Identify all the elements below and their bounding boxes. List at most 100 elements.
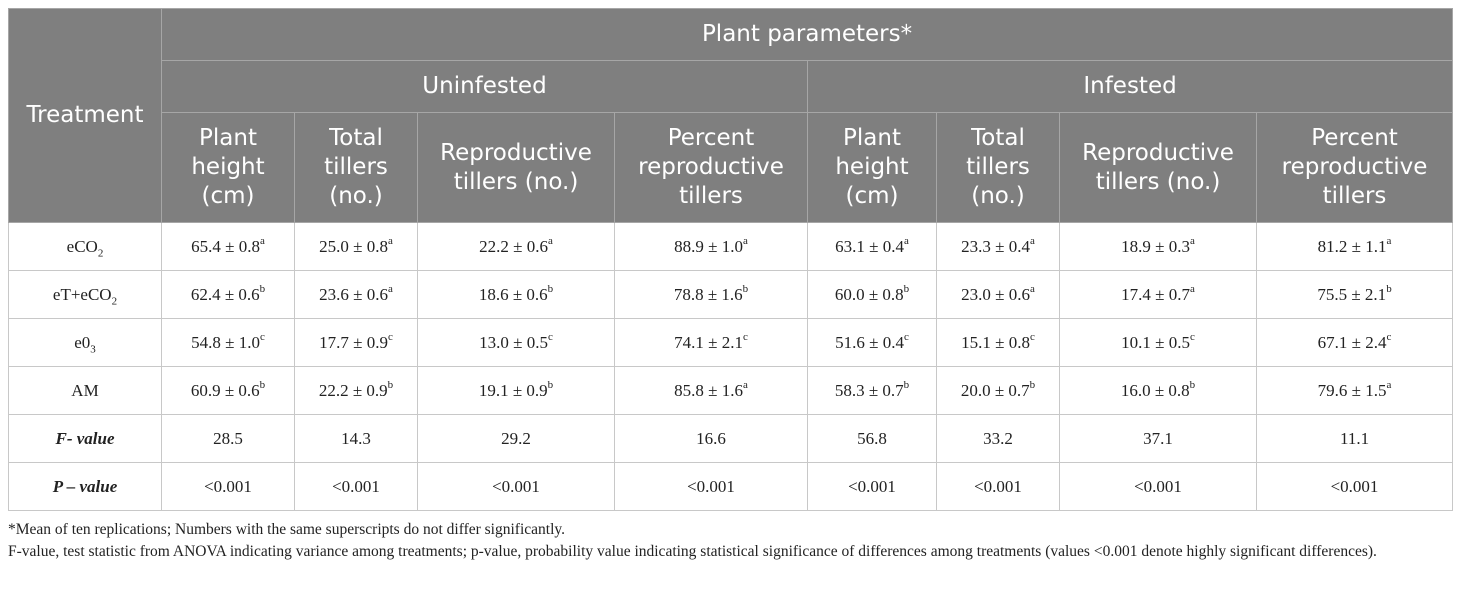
column-header-uninfested-3: Reproductive tillers (no.) <box>417 112 615 223</box>
table-cell: 60.9 ± 0.6b <box>161 366 295 415</box>
column-header-line: (cm) <box>201 183 255 209</box>
table-cell: 23.6 ± 0.6a <box>294 270 418 319</box>
cell-value: 18.6 ± 0.6 <box>478 284 548 304</box>
column-header-uninfested-4: Percent reproductive tillers <box>614 112 808 223</box>
cell-value: 88.9 ± 1.0 <box>674 236 743 256</box>
cell-value: 23.6 ± 0.6 <box>319 284 388 304</box>
table-cell: 51.6 ± 0.4c <box>807 318 937 367</box>
table-cell: 65.4 ± 0.8a <box>161 222 295 271</box>
stat-value: <0.001 <box>1059 462 1257 511</box>
stats-row: P – value <0.001 <0.001 <0.001 <0.001 <0.001 <… <box>8 462 1454 511</box>
cell-value: 62.4 ± 0.6 <box>190 284 260 304</box>
table-cell: 17.7 ± 0.9c <box>294 318 418 367</box>
column-header-line: Plant <box>843 125 901 151</box>
results-table-container: Treatment Plant parameters* Uninfested I… <box>8 8 1454 563</box>
table-cell: 54.8 ± 1.0c <box>161 318 295 367</box>
cell-superscript: a <box>1386 378 1392 391</box>
treatment-label: e03 <box>8 318 162 367</box>
stat-value: 29.2 <box>417 414 615 463</box>
cell-superscript: c <box>903 330 909 343</box>
cell-superscript: c <box>1029 330 1035 343</box>
cell-superscript: c <box>742 330 748 343</box>
stat-value: <0.001 <box>161 462 295 511</box>
cell-value: 75.5 ± 2.1 <box>1317 284 1387 304</box>
cell-superscript: a <box>547 234 553 247</box>
cell-superscript: c <box>1189 330 1195 343</box>
stat-value: <0.001 <box>294 462 418 511</box>
column-header-line: height <box>191 154 265 180</box>
stat-value: 37.1 <box>1059 414 1257 463</box>
cell-value: 81.2 ± 1.1 <box>1317 236 1387 256</box>
cell-superscript: c <box>547 330 553 343</box>
treatment-label-subscript: 3 <box>90 342 96 355</box>
table-cell: 13.0 ± 0.5c <box>417 318 615 367</box>
column-header-line: tillers (no.) <box>453 168 579 195</box>
treatment-label-text: eCO <box>66 236 98 256</box>
column-header-infested-2: Total tillers (no.) <box>936 112 1060 223</box>
cell-value: 51.6 ± 0.4 <box>835 332 904 352</box>
column-header-line: reproductive <box>638 154 784 180</box>
stats-row: F- value 28.5 14.3 29.2 16.6 56.8 33.2 37.1 11.1 <box>8 414 1454 463</box>
column-header-line: Percent <box>1311 125 1398 151</box>
stat-value: 28.5 <box>161 414 295 463</box>
treatment-label-subscript: 2 <box>111 294 118 307</box>
table-cell: 19.1 ± 0.9b <box>417 366 615 415</box>
table-cell: 79.6 ± 1.5a <box>1255 366 1454 415</box>
stat-value: 16.6 <box>614 414 808 463</box>
stat-value: 33.2 <box>936 414 1060 463</box>
cell-value: 22.2 ± 0.9 <box>318 380 388 400</box>
column-header-line: Percent <box>667 125 755 151</box>
cell-value: 74.1 ± 2.1 <box>674 332 743 352</box>
table-row: eCO2 65.4 ± 0.8a 25.0 ± 0.8a 22.2 ± 0.6a 88.… <box>8 222 1454 271</box>
table-cell: 10.1 ± 0.5c <box>1059 318 1257 367</box>
table-cell: 16.0 ± 0.8b <box>1059 366 1257 415</box>
stat-value: 56.8 <box>807 414 937 463</box>
column-header-infested-1: Plant height (cm) <box>807 112 937 223</box>
cell-superscript: b <box>903 378 910 391</box>
cell-superscript: b <box>547 378 554 391</box>
table-cell: 23.3 ± 0.4a <box>936 222 1060 271</box>
treatment-label: eCO2 <box>8 222 162 271</box>
cell-superscript: a <box>387 234 393 247</box>
stat-label: P – value <box>8 462 162 511</box>
column-header-line: tillers <box>966 154 1030 180</box>
cell-value: 19.1 ± 0.9 <box>478 380 548 400</box>
table-cell: 25.0 ± 0.8a <box>294 222 418 271</box>
stat-value: <0.001 <box>936 462 1060 511</box>
column-header-line: (no.) <box>971 183 1025 209</box>
table-cell: 75.5 ± 2.1b <box>1255 270 1454 319</box>
stat-label: F- value <box>8 414 162 463</box>
cell-superscript: c <box>259 330 265 343</box>
cell-superscript: a <box>1386 234 1392 247</box>
cell-superscript: b <box>742 282 749 295</box>
cell-value: 13.0 ± 0.5 <box>479 332 548 352</box>
treatment-label-subscript: 2 <box>97 246 104 259</box>
table-row: eT+eCO2 62.4 ± 0.6b 23.6 ± 0.6a 18.6 ± 0.6b… <box>8 270 1454 319</box>
cell-value: 60.0 ± 0.8 <box>834 284 904 304</box>
table-cell: 22.2 ± 0.6a <box>417 222 615 271</box>
cell-value: 22.2 ± 0.6 <box>479 236 548 256</box>
column-header-uninfested-1: Plant height (cm) <box>161 112 295 223</box>
cell-value: 17.4 ± 0.7 <box>1121 284 1190 304</box>
table-cell: 22.2 ± 0.9b <box>294 366 418 415</box>
column-header-line: tillers <box>1322 183 1387 209</box>
cell-value: 79.6 ± 1.5 <box>1317 380 1387 400</box>
cell-superscript: a <box>1029 234 1035 247</box>
column-header-line: Plant <box>199 125 257 151</box>
stat-value: <0.001 <box>614 462 808 511</box>
table-cell: 62.4 ± 0.6b <box>161 270 295 319</box>
column-header-infested-4: Percent reproductive tillers <box>1255 112 1454 223</box>
table-cell: 85.8 ± 1.6a <box>614 366 808 415</box>
treatment-label: eT+eCO2 <box>8 270 162 319</box>
cell-superscript: b <box>259 378 266 391</box>
treatment-header: Treatment <box>8 8 162 223</box>
cell-value: 17.7 ± 0.9 <box>319 332 388 352</box>
stat-value: 11.1 <box>1255 414 1454 463</box>
plant-parameters-table: Treatment Plant parameters* Uninfested I… <box>8 8 1454 511</box>
cell-value: 54.8 ± 1.0 <box>191 332 260 352</box>
table-cell: 18.6 ± 0.6b <box>417 270 615 319</box>
cell-superscript: b <box>1029 378 1036 391</box>
cell-superscript: b <box>547 282 554 295</box>
table-row: e03 54.8 ± 1.0c 17.7 ± 0.9c 13.0 ± 0.5c 74.1… <box>8 318 1454 367</box>
column-header-line: (no.) <box>329 183 383 209</box>
